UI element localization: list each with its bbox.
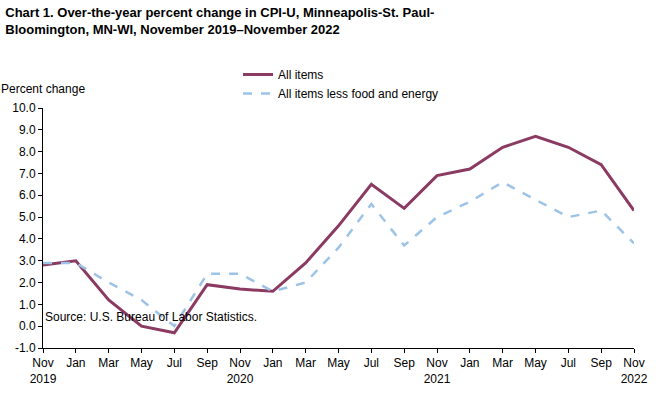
svg-text:Percent change: Percent change bbox=[1, 82, 85, 96]
svg-text:10.0: 10.0 bbox=[12, 101, 36, 115]
svg-text:9.0: 9.0 bbox=[19, 123, 36, 137]
svg-text:Sep: Sep bbox=[590, 356, 612, 370]
svg-text:Jul: Jul bbox=[364, 356, 379, 370]
svg-text:Sep: Sep bbox=[196, 356, 218, 370]
svg-text:Jan: Jan bbox=[263, 356, 282, 370]
svg-text:Mar: Mar bbox=[98, 356, 119, 370]
svg-text:Source: U.S. Bureau of Labor S: Source: U.S. Bureau of Labor Statistics. bbox=[45, 310, 257, 324]
svg-text:-1.0: -1.0 bbox=[15, 341, 36, 355]
svg-text:All items: All items bbox=[278, 68, 323, 82]
svg-text:Nov2020: Nov2020 bbox=[227, 356, 254, 386]
svg-text:Chart 1. Over-the-year percent: Chart 1. Over-the-year percent change in… bbox=[5, 5, 434, 37]
svg-text:Jan: Jan bbox=[460, 356, 479, 370]
svg-text:Mar: Mar bbox=[295, 356, 316, 370]
svg-text:3.0: 3.0 bbox=[19, 254, 36, 268]
svg-text:Nov2019: Nov2019 bbox=[30, 356, 57, 386]
svg-text:Nov2021: Nov2021 bbox=[424, 356, 451, 386]
svg-text:7.0: 7.0 bbox=[19, 167, 36, 181]
svg-text:May: May bbox=[130, 356, 153, 370]
svg-text:Jul: Jul bbox=[167, 356, 182, 370]
svg-text:Jul: Jul bbox=[561, 356, 576, 370]
svg-text:Jan: Jan bbox=[66, 356, 85, 370]
svg-text:6.0: 6.0 bbox=[19, 188, 36, 202]
svg-text:Sep: Sep bbox=[393, 356, 415, 370]
svg-text:May: May bbox=[327, 356, 350, 370]
svg-text:8.0: 8.0 bbox=[19, 145, 36, 159]
svg-text:2.0: 2.0 bbox=[19, 276, 36, 290]
svg-text:Mar: Mar bbox=[492, 356, 513, 370]
svg-text:1.0: 1.0 bbox=[19, 298, 36, 312]
svg-text:4.0: 4.0 bbox=[19, 232, 36, 246]
svg-text:0.0: 0.0 bbox=[19, 319, 36, 333]
svg-text:5.0: 5.0 bbox=[19, 210, 36, 224]
svg-text:Nov2022: Nov2022 bbox=[621, 356, 648, 386]
svg-text:May: May bbox=[524, 356, 547, 370]
svg-text:All items less food and energy: All items less food and energy bbox=[278, 87, 438, 101]
